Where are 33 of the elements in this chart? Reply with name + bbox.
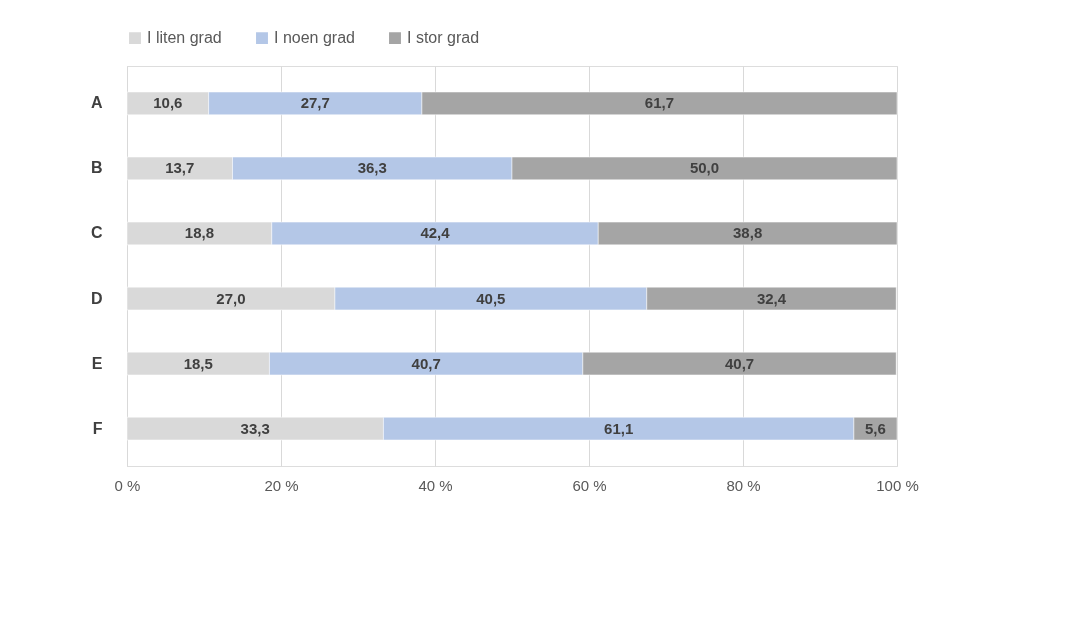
data-label: 40,7 (411, 354, 441, 372)
data-label: 61,7 (644, 94, 675, 112)
y-tick-label: E (91, 354, 103, 372)
data-label: 10,6 (153, 94, 183, 112)
data-label: 27,7 (300, 94, 330, 112)
data-label: 42,4 (420, 224, 451, 242)
x-tick-label: 0 % (114, 476, 141, 494)
data-label: 13,7 (165, 159, 195, 177)
data-label: 32,4 (756, 289, 787, 307)
x-tick-label: 20 % (264, 476, 299, 494)
x-tick-label: 80 % (726, 476, 761, 494)
x-tick-label: 60 % (572, 476, 607, 494)
y-tick-label: F (92, 419, 103, 437)
data-label: 40,7 (724, 354, 755, 372)
y-tick-label: C (90, 224, 103, 242)
data-label: 36,3 (357, 159, 387, 177)
x-tick-label: 40 % (418, 476, 453, 494)
y-tick-label: A (90, 94, 103, 112)
legend-label: I liten grad (147, 29, 222, 47)
data-label: 18,8 (184, 224, 214, 242)
x-tick-label: 100 % (876, 476, 919, 494)
data-label: 33,3 (240, 419, 270, 437)
data-label: 38,8 (733, 224, 763, 242)
data-label: 40,5 (476, 289, 506, 307)
data-label: 18,5 (183, 354, 213, 372)
data-label: 61,1 (604, 419, 634, 437)
legend-label: I noen grad (274, 29, 355, 47)
y-tick-label: D (90, 289, 103, 307)
y-tick-label: B (90, 159, 103, 177)
data-label: 5,6 (865, 419, 886, 437)
legend-label: I stor grad (407, 29, 480, 47)
data-label: 50,0 (689, 159, 720, 177)
data-label: 27,0 (216, 289, 246, 307)
